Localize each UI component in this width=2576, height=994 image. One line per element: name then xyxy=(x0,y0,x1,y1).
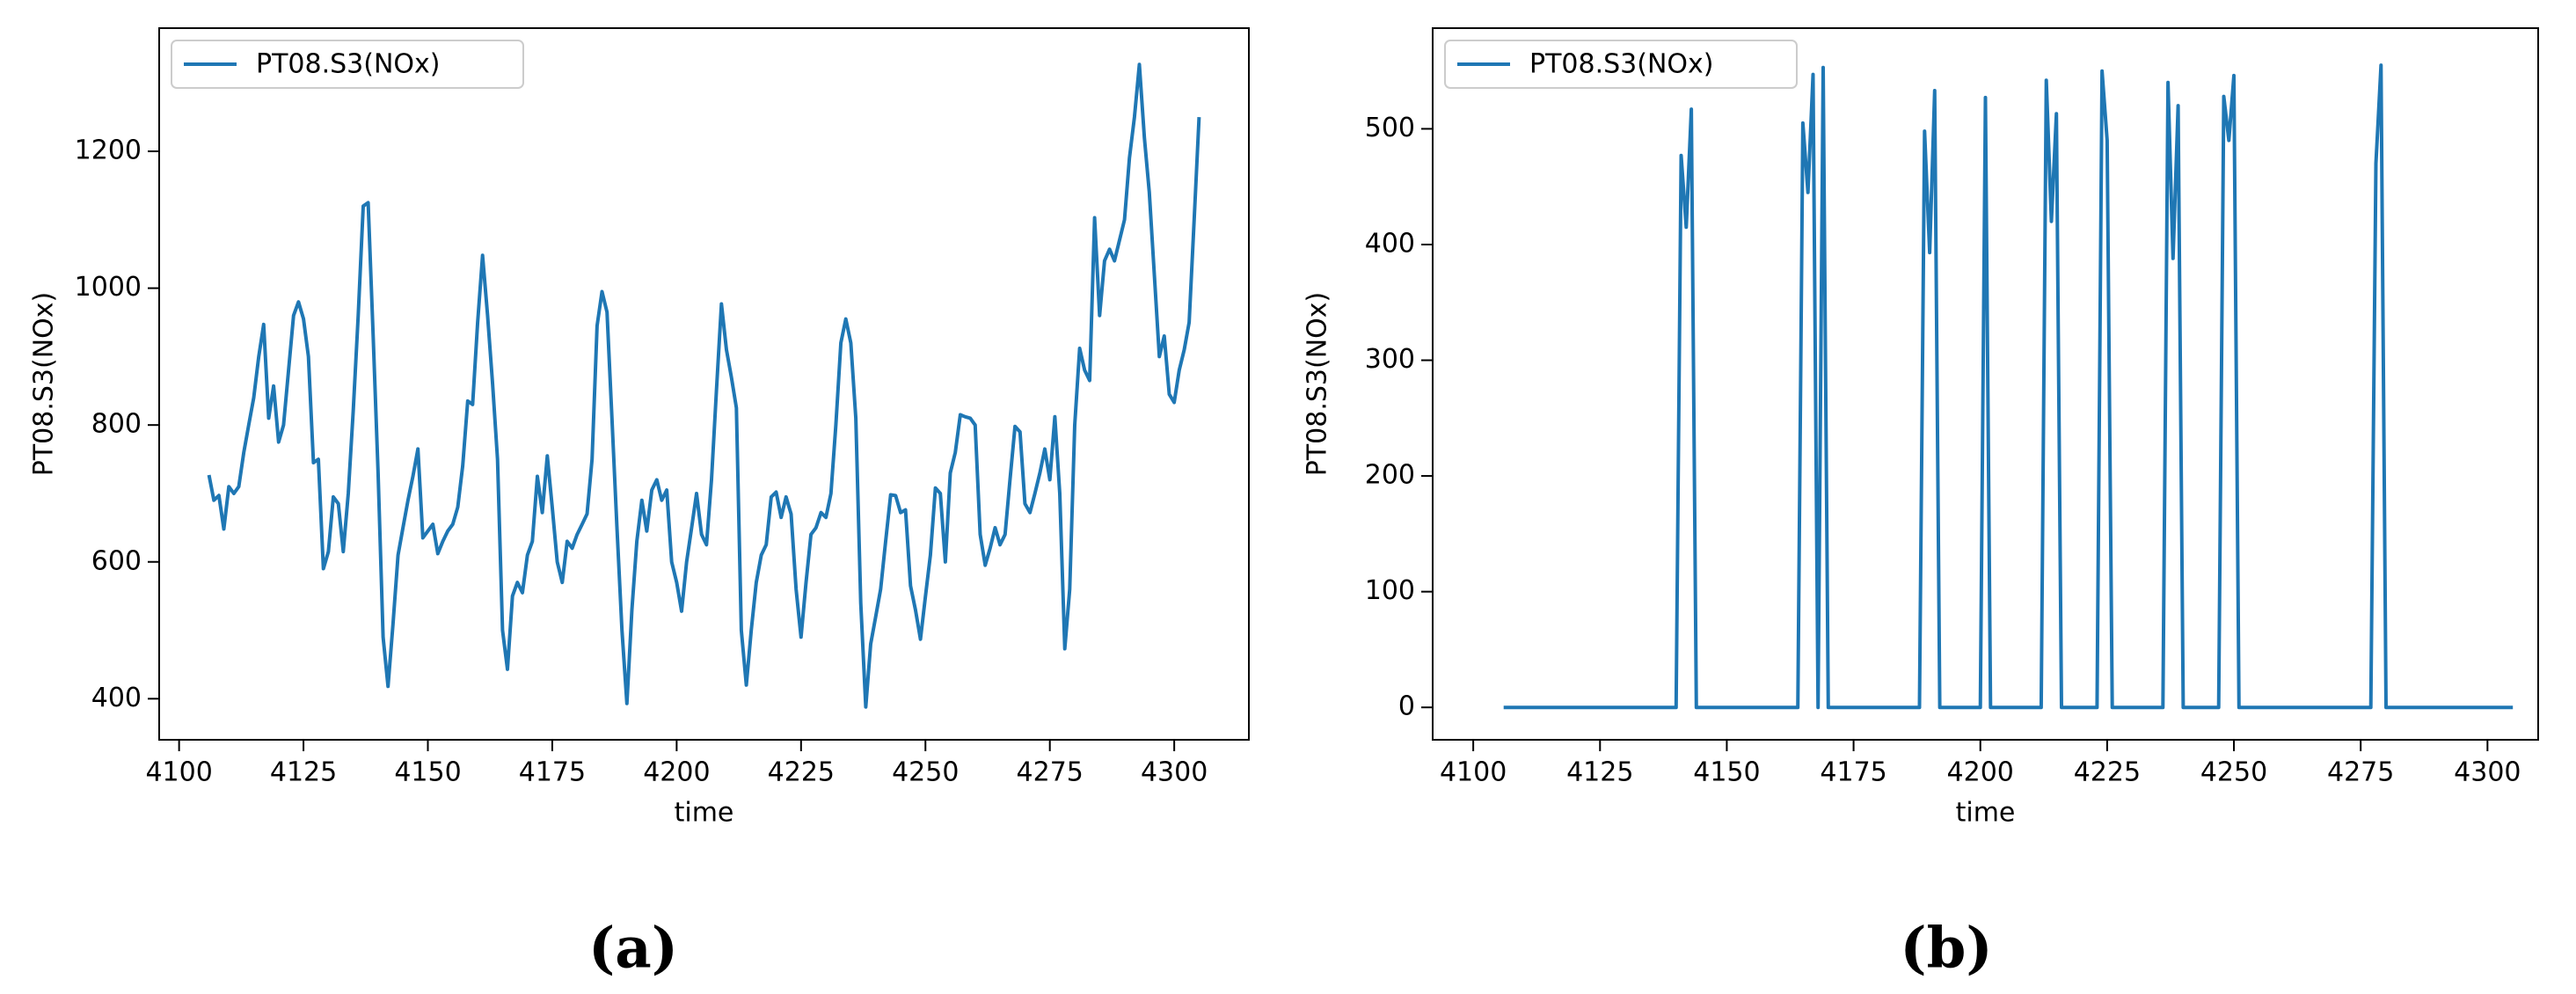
x-tick-label: 4150 xyxy=(394,757,461,788)
x-axis-label: time xyxy=(675,798,734,829)
legend-label: PT08.S3(NOx) xyxy=(256,49,440,80)
x-tick-label: 4200 xyxy=(643,757,710,788)
x-tick-label: 4275 xyxy=(2327,757,2394,788)
y-tick-label: 200 xyxy=(1365,460,1415,491)
caption: (b) xyxy=(1900,916,1992,982)
x-axis-label: time xyxy=(1956,798,2016,829)
y-axis-label: PT08.S3(NOx) xyxy=(29,292,60,476)
plot-frame xyxy=(158,27,1250,741)
x-tick-label: 4300 xyxy=(1141,757,1208,788)
x-tick-label: 4125 xyxy=(270,757,337,788)
x-tick-label: 4250 xyxy=(2200,757,2267,788)
y-tick-label: 300 xyxy=(1365,344,1415,375)
x-tick-label: 4225 xyxy=(2074,757,2141,788)
y-axis-label: PT08.S3(NOx) xyxy=(1303,292,1333,476)
y-tick-label: 800 xyxy=(91,409,142,440)
y-tick-label: 0 xyxy=(1398,691,1415,722)
x-tick-label: 4125 xyxy=(1566,757,1633,788)
y-tick-label: 600 xyxy=(91,545,142,576)
legend-label: PT08.S3(NOx) xyxy=(1529,49,1713,80)
data-line xyxy=(207,62,1201,709)
y-tick-label: 100 xyxy=(1365,575,1415,606)
y-tick-label: 1000 xyxy=(75,272,142,303)
plot-frame xyxy=(1432,27,2539,741)
x-tick-label: 4200 xyxy=(1947,757,2014,788)
data-line xyxy=(1503,63,2514,710)
x-tick-label: 4225 xyxy=(768,757,835,788)
x-tick-label: 4250 xyxy=(892,757,959,788)
legend-box xyxy=(171,40,524,89)
x-tick-label: 4100 xyxy=(145,757,212,788)
caption: (a) xyxy=(588,916,678,982)
x-tick-label: 4275 xyxy=(1017,757,1084,788)
x-tick-label: 4150 xyxy=(1693,757,1760,788)
legend-box xyxy=(1444,40,1798,89)
y-tick-label: 400 xyxy=(91,683,142,713)
y-tick-label: 400 xyxy=(1365,228,1415,259)
x-tick-label: 4175 xyxy=(1820,757,1886,788)
y-tick-label: 500 xyxy=(1365,113,1415,143)
x-tick-label: 4175 xyxy=(519,757,586,788)
x-tick-label: 4300 xyxy=(2454,757,2521,788)
y-tick-label: 1200 xyxy=(75,135,142,166)
x-tick-label: 4100 xyxy=(1440,757,1507,788)
